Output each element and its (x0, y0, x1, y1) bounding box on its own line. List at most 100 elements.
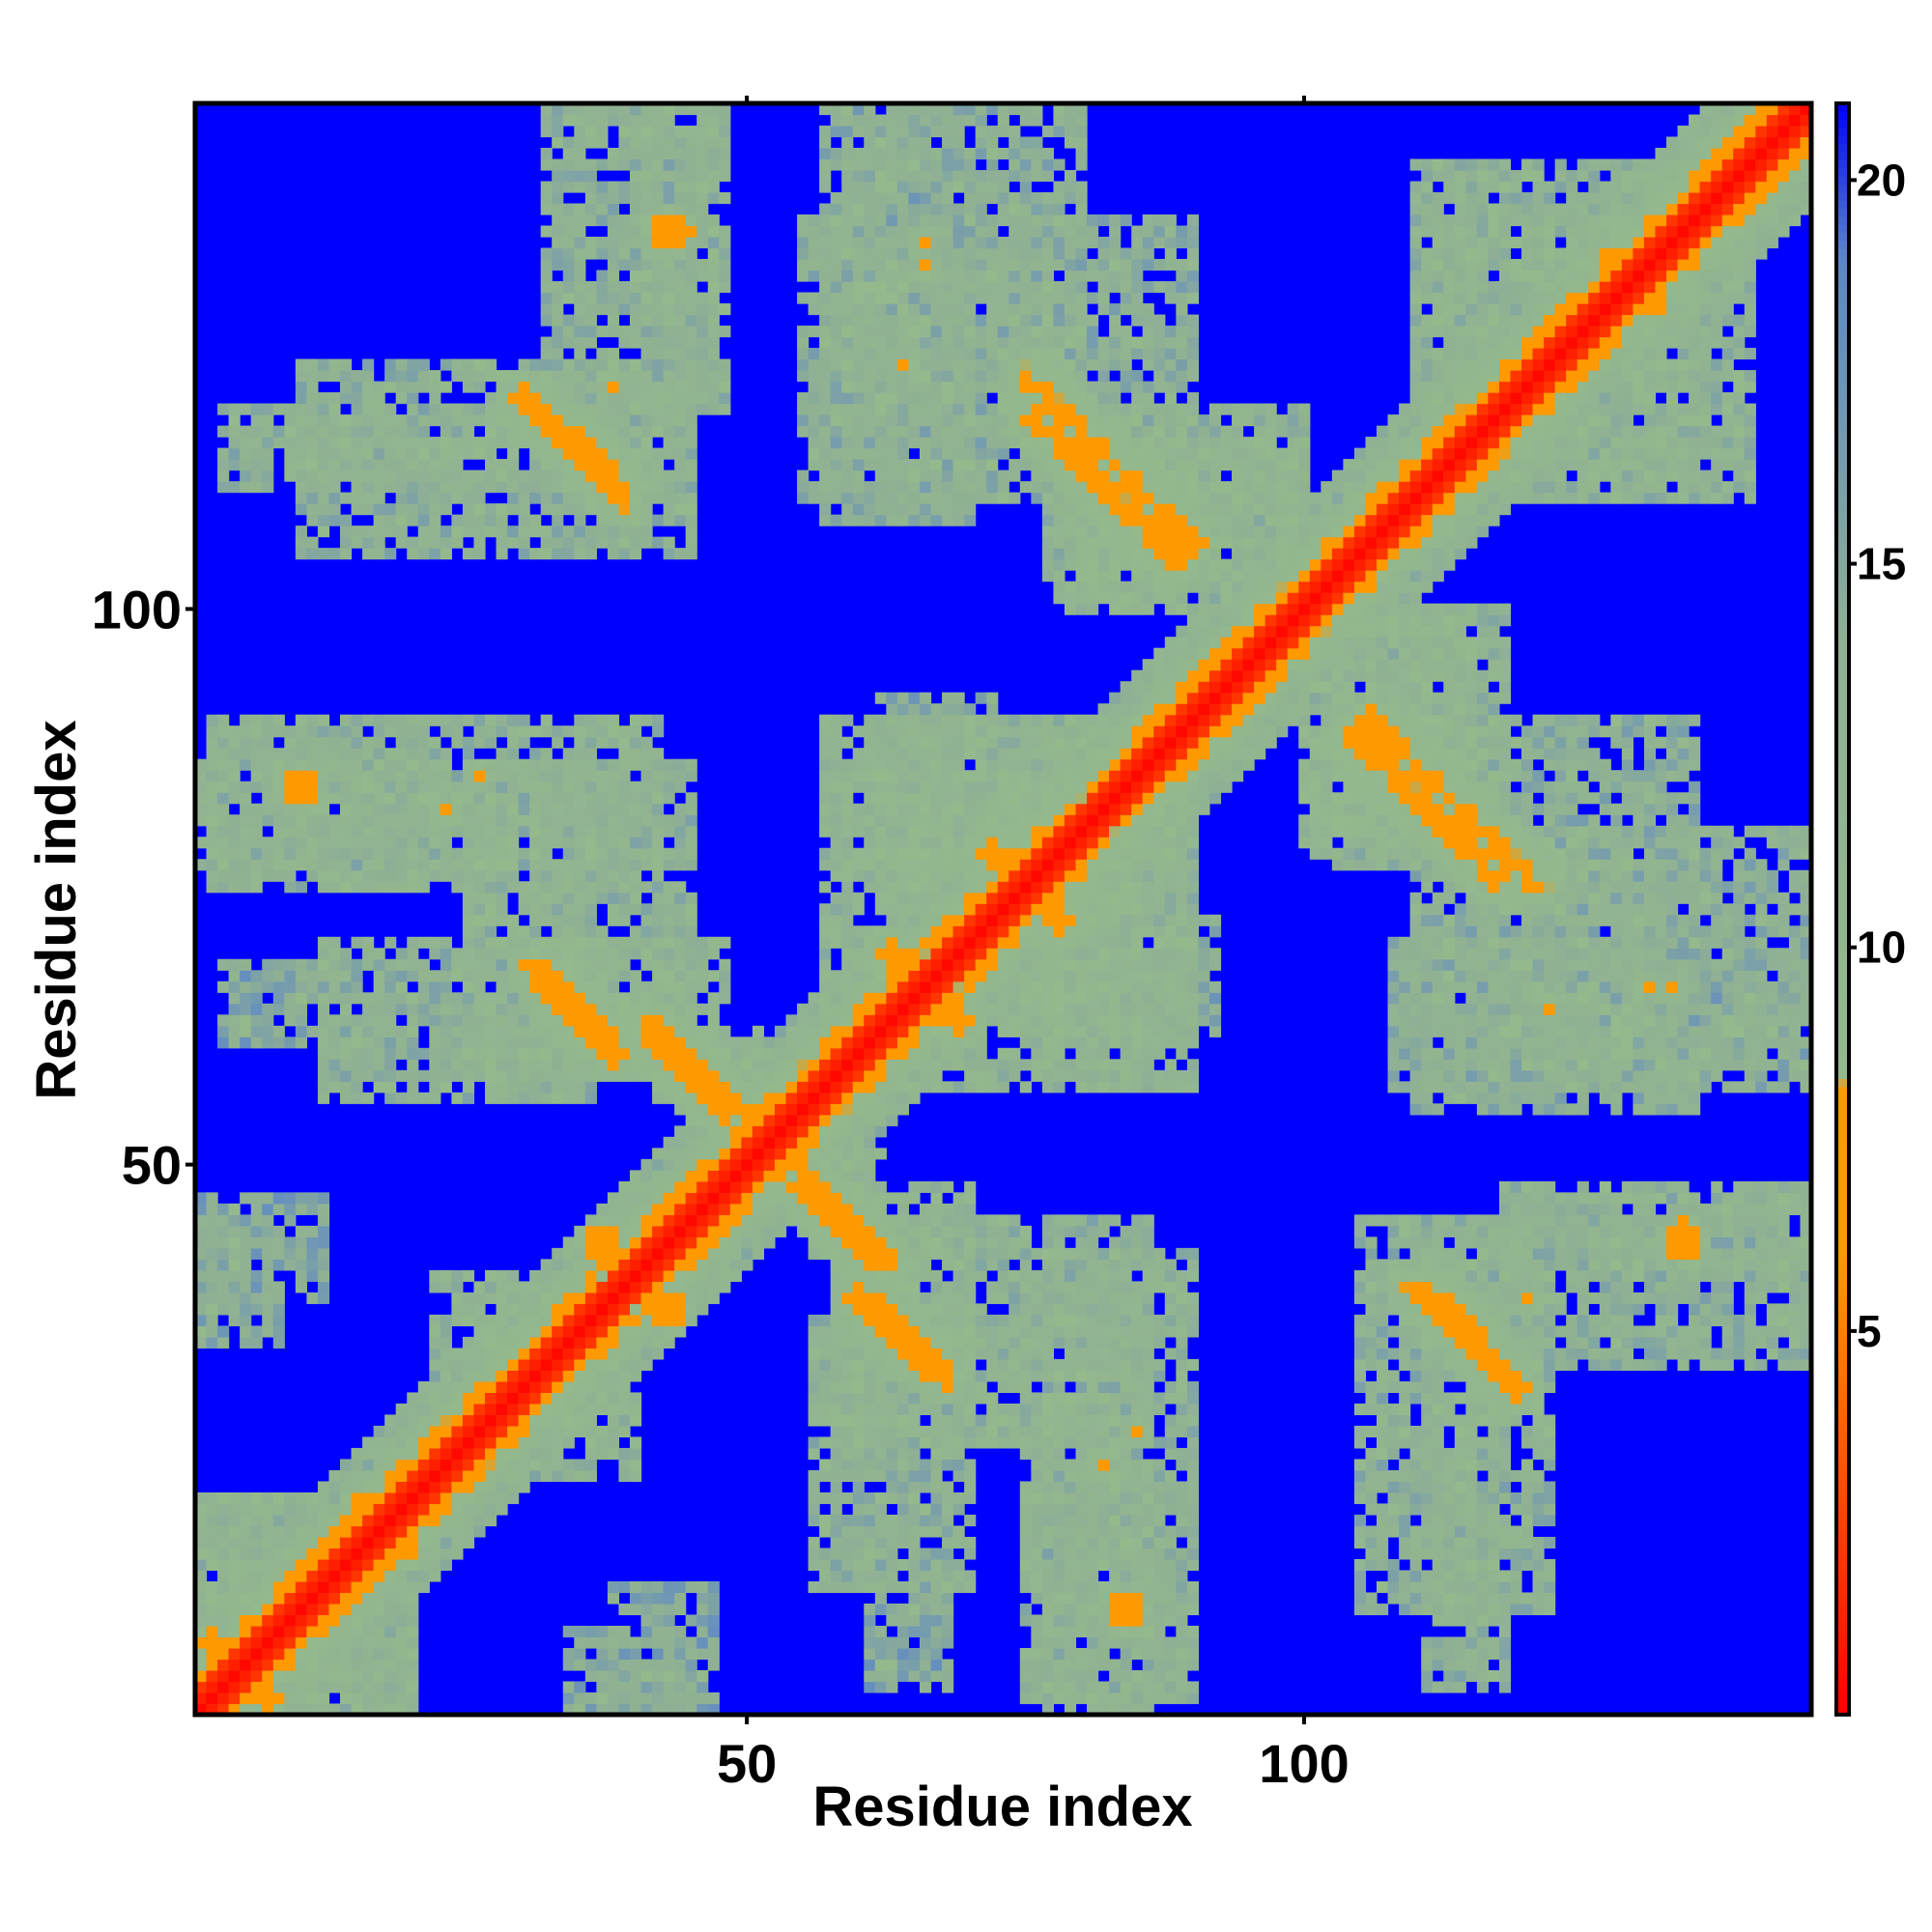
heatmap-cell (339, 1681, 353, 1693)
heatmap-cell (808, 1558, 820, 1572)
heatmap-cell (808, 1214, 820, 1227)
heatmap-cell (596, 925, 609, 938)
heatmap-cell (652, 948, 665, 960)
heatmap-cell (652, 980, 665, 993)
heatmap-cell (295, 1647, 307, 1661)
heatmap-cell (663, 225, 675, 238)
heatmap-cell (217, 958, 230, 971)
heatmap-cell (696, 225, 709, 238)
heatmap-cell (373, 1580, 385, 1594)
heatmap-cell (306, 781, 319, 793)
heatmap-cell (518, 526, 530, 538)
heatmap-cell (373, 392, 385, 405)
heatmap-cell (629, 192, 642, 205)
heatmap-cell (417, 414, 430, 427)
heatmap-cell (774, 1092, 787, 1104)
heatmap-cell (864, 1492, 876, 1505)
heatmap-cell (886, 980, 898, 993)
heatmap-cell (886, 792, 898, 805)
heatmap-cell (540, 948, 553, 960)
heatmap-cell (886, 437, 898, 449)
heatmap-cell (696, 1303, 709, 1316)
heatmap-cell (250, 1214, 263, 1227)
heatmap-cell (674, 103, 687, 116)
heatmap-cell (295, 1625, 307, 1638)
heatmap-cell (930, 1570, 943, 1582)
heatmap-cell (284, 1214, 297, 1227)
heatmap-cell (407, 1647, 419, 1661)
heatmap-cell (362, 1514, 375, 1527)
heatmap-cell (707, 281, 720, 294)
heatmap-cell (462, 358, 475, 371)
heatmap-cell (507, 914, 520, 926)
heatmap-cell (574, 136, 586, 149)
heatmap-cell (295, 536, 307, 549)
heatmap-cell (896, 170, 910, 183)
heatmap-cell (195, 1225, 208, 1237)
heatmap-cell (607, 781, 620, 793)
heatmap-cell (808, 1447, 820, 1461)
heatmap-cell (652, 1281, 665, 1293)
heatmap-cell (496, 1069, 508, 1082)
heatmap-cell (351, 1059, 363, 1071)
heatmap-cell (696, 303, 709, 316)
heatmap-cell (295, 1548, 307, 1560)
heatmap-cell (774, 1125, 787, 1138)
heatmap-cell (797, 292, 810, 304)
heatmap-cell (362, 1669, 375, 1683)
heatmap-cell (607, 148, 620, 160)
heatmap-cell (351, 1514, 363, 1527)
heatmap-cell (864, 192, 876, 205)
heatmap-cell (240, 1536, 252, 1549)
heatmap-cell (574, 292, 586, 304)
heatmap-cell (919, 1425, 932, 1438)
heatmap-cell (830, 914, 842, 926)
heatmap-cell (629, 1580, 642, 1594)
heatmap-cell (618, 414, 631, 427)
heatmap-cell (552, 925, 564, 938)
heatmap-cell (250, 1203, 263, 1215)
heatmap-cell (830, 303, 842, 316)
heatmap-cell (240, 1592, 252, 1605)
heatmap-cell (518, 825, 530, 838)
heatmap-cell (328, 1503, 341, 1516)
heatmap-cell (195, 1681, 208, 1693)
heatmap-cell (652, 1348, 665, 1360)
heatmap-cell (507, 1414, 520, 1427)
heatmap-cell (429, 492, 441, 504)
heatmap-cell (864, 1136, 876, 1149)
heatmap-cell (607, 825, 620, 838)
heatmap-cell (351, 1536, 363, 1549)
heatmap-cell (886, 469, 898, 482)
heatmap-cell (830, 770, 842, 782)
heatmap-cell (808, 481, 820, 494)
heatmap-cell (830, 1236, 842, 1249)
heatmap-cell (663, 181, 675, 193)
heatmap-cell (584, 847, 597, 860)
heatmap-cell (584, 1314, 597, 1326)
heatmap-cell (674, 881, 687, 894)
heatmap-cell (317, 1691, 330, 1705)
heatmap-cell (864, 1503, 876, 1516)
heatmap-cell (886, 825, 898, 838)
heatmap-cell (250, 1236, 263, 1249)
heatmap-cell (240, 814, 252, 827)
heatmap-cell (886, 1481, 898, 1493)
heatmap-cell (640, 914, 653, 926)
heatmap-cell (729, 1170, 742, 1182)
heatmap-cell (407, 1669, 419, 1683)
heatmap-cell (674, 1236, 687, 1249)
heatmap-cell (362, 370, 375, 383)
heatmap-cell (328, 970, 341, 982)
heatmap-cell (774, 1180, 787, 1193)
heatmap-cell (640, 158, 653, 171)
heatmap-cell (852, 814, 865, 827)
heatmap-cell (874, 170, 887, 183)
heatmap-cell (919, 270, 932, 282)
heatmap-cell (417, 381, 430, 393)
heatmap-cell (919, 281, 932, 294)
heatmap-cell (440, 992, 452, 1005)
heatmap-cell (896, 1037, 910, 1049)
heatmap-cell (830, 1136, 842, 1149)
heatmap-cell (852, 770, 865, 782)
